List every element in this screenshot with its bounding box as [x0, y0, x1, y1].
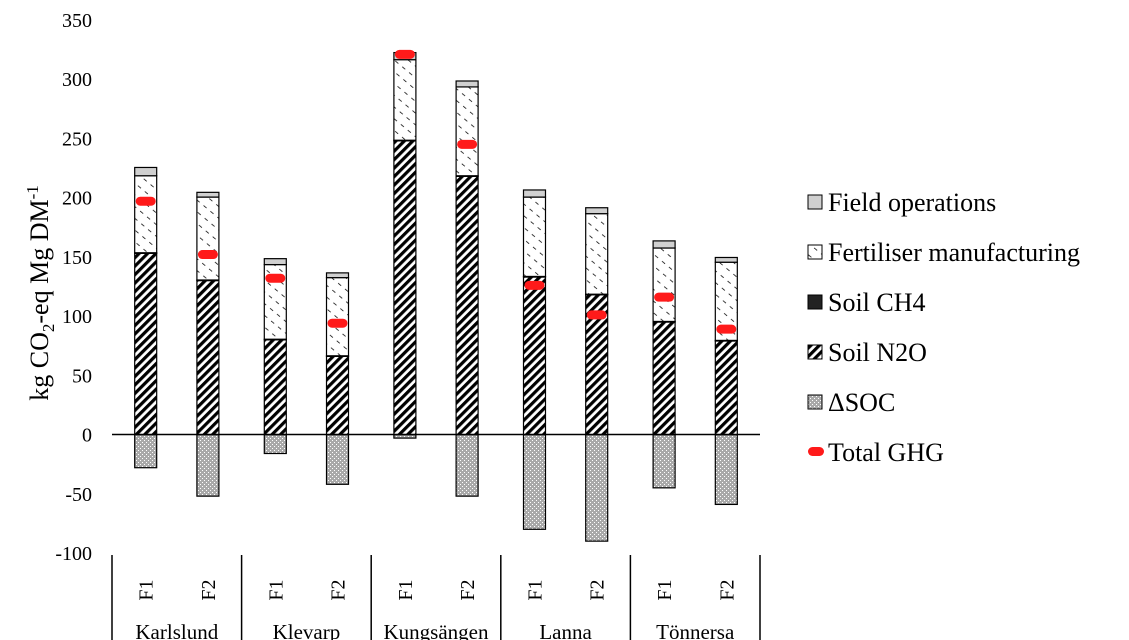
y-tick-label: 200 — [62, 188, 92, 210]
bar-segment — [652, 321, 676, 436]
bar-segment — [325, 355, 350, 436]
x-tick-label: F1 — [524, 579, 546, 600]
x-tick-label: F2 — [587, 579, 609, 600]
bar-segment — [585, 213, 609, 295]
bar-segment — [263, 339, 287, 436]
bar-segment — [455, 175, 479, 436]
total-ghg-marker — [524, 280, 545, 290]
y-tick-label: 300 — [62, 69, 92, 91]
bar-segment — [714, 340, 738, 436]
legend-swatch — [807, 394, 823, 410]
bar-segment — [652, 433, 676, 489]
x-tick-label: F2 — [716, 579, 738, 600]
legend-label: Field operations — [828, 188, 996, 217]
bar-segment — [196, 196, 220, 281]
bar-segment — [522, 276, 547, 436]
legend-label: Soil CH4 — [828, 288, 926, 317]
total-ghg-marker — [135, 196, 156, 206]
bar-segment — [652, 247, 676, 323]
legend-swatch — [808, 447, 824, 456]
bar-segment — [393, 140, 417, 436]
y-tick-label: 0 — [82, 425, 92, 447]
total-ghg-marker — [654, 292, 675, 302]
total-ghg-marker — [586, 310, 607, 320]
total-ghg-marker — [457, 139, 478, 149]
legend-swatch — [807, 294, 823, 310]
svg-text:kg CO2-eq Mg DM-1: kg CO2-eq Mg DM-1 — [23, 185, 58, 401]
total-ghg-marker — [197, 250, 218, 260]
bar-segment — [522, 189, 547, 198]
legend-swatch — [807, 244, 823, 260]
y-tick-label: 250 — [62, 128, 92, 150]
group-label: Klevarp — [273, 620, 341, 640]
total-ghg-marker — [265, 273, 286, 283]
bar-segment — [134, 166, 158, 177]
bar-segment — [455, 86, 479, 177]
y-tick-label: -100 — [55, 543, 92, 565]
bar-segment — [585, 433, 609, 542]
bars — [134, 51, 738, 542]
group-label: Kungsängen — [384, 620, 489, 640]
bar-segment — [455, 433, 479, 497]
legend-swatch — [807, 194, 823, 210]
x-tick-label: F1 — [395, 579, 417, 600]
bar-segment — [325, 272, 350, 279]
group-label: Lanna — [539, 620, 592, 640]
bar-segment — [196, 433, 220, 497]
x-tick-label: F1 — [265, 579, 287, 600]
bar-segment — [522, 196, 547, 278]
bar-segment — [134, 252, 158, 436]
x-tick-label: F2 — [328, 579, 350, 600]
y-axis-label: kg CO2-eq Mg DM-1 — [23, 185, 58, 401]
bar-segment — [263, 433, 287, 455]
legend-label: Total GHG — [828, 438, 944, 467]
bar-segment — [263, 258, 287, 266]
bar-segment — [652, 240, 676, 249]
x-axis-category-table: F1 F2 Karlslund F1 F2 Klevarp F1 F2 Kungsängen F1… — [111, 555, 761, 640]
bar-segment — [714, 256, 738, 263]
bar-segment — [325, 433, 350, 485]
bar-segment — [196, 279, 220, 436]
bar-segment — [522, 433, 547, 530]
x-tick-label: F2 — [457, 579, 479, 600]
total-ghg-marker — [716, 324, 737, 334]
y-tick-label: 350 — [62, 10, 92, 32]
bar-segment — [393, 59, 417, 141]
group-label: Karlslund — [135, 620, 218, 640]
y-axis-ticks: -100 -50 0 50 100 150 200 250 300 350 — [55, 10, 92, 565]
legend-label: Soil N2O — [828, 338, 927, 367]
bar-segment — [134, 175, 158, 254]
bar-segment — [455, 80, 479, 88]
y-tick-label: 100 — [62, 306, 92, 328]
y-tick-label: -50 — [65, 484, 92, 506]
legend-label: Fertiliser manufacturing — [828, 238, 1080, 267]
legend-label: ΔSOC — [828, 388, 895, 417]
x-tick-label: F1 — [136, 579, 158, 600]
total-ghg-marker — [394, 49, 415, 59]
y-tick-label: 150 — [62, 247, 92, 269]
group-label: Tönnersa — [656, 620, 735, 640]
y-tick-label: 50 — [72, 365, 92, 387]
bar-segment — [134, 433, 158, 469]
legend: Field operations Fertiliser manufacturing… — [807, 188, 1080, 467]
total-ghg-markers — [135, 49, 737, 334]
x-tick-label: F2 — [198, 579, 220, 600]
total-ghg-marker — [327, 318, 348, 328]
bar-segment — [585, 207, 609, 215]
bar-segment — [714, 433, 738, 506]
legend-swatch — [807, 344, 823, 360]
bar-segment — [325, 277, 350, 357]
bar-segment — [196, 191, 220, 198]
x-tick-label: F1 — [654, 579, 676, 600]
